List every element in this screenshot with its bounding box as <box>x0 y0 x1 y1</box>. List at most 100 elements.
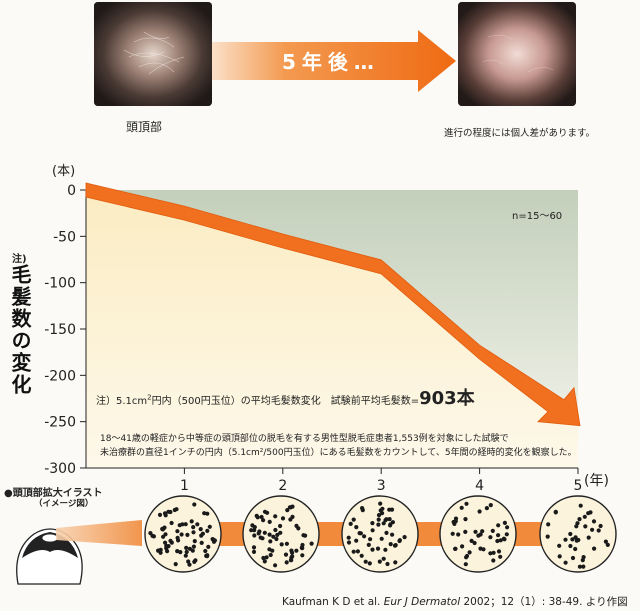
y-unit-label: (本) <box>52 164 76 179</box>
hair-dot <box>488 503 493 508</box>
hair-dot <box>166 544 171 549</box>
hair-dot <box>478 546 483 551</box>
scalp-magnified-circle <box>539 495 617 573</box>
n-label: n=15〜60 <box>512 211 563 222</box>
hair-dot <box>191 525 196 530</box>
hair-dot <box>355 549 360 554</box>
hair-dot <box>168 509 173 515</box>
hair-dot <box>598 523 603 529</box>
arrow-text: 5年後… <box>282 50 380 74</box>
above-line-area <box>86 190 578 422</box>
y-tick-label: -150 <box>44 322 76 338</box>
hair-dot <box>545 534 550 539</box>
hair-dot <box>378 501 383 506</box>
hair-count-chart: 0 -50 -100 -150 -200 -250 -300 1 2 3 4 5 <box>44 182 582 490</box>
hair-dot <box>360 508 365 513</box>
hair-dot <box>163 540 168 545</box>
y-tick-label: -50 <box>53 229 76 245</box>
hair-dot <box>583 524 588 529</box>
hair-dot <box>184 545 189 550</box>
hair-dot <box>273 514 278 519</box>
hair-dot <box>251 549 257 554</box>
hair-dot <box>278 530 283 535</box>
hair-dot <box>385 561 390 567</box>
x-tick-label: 1 <box>180 478 189 490</box>
hair-dot <box>580 558 585 563</box>
hair-dot <box>192 539 197 544</box>
hair-dot <box>271 534 276 539</box>
hair-dot <box>498 538 503 543</box>
hair-dot <box>568 531 573 537</box>
hair-dot <box>273 563 278 568</box>
hair-dot <box>491 558 496 563</box>
hair-dot <box>570 555 576 561</box>
citation: Kaufman K D et al. Eur J Dermatol 2002；1… <box>282 596 628 608</box>
hair-dot <box>265 510 270 515</box>
hair-dot <box>172 507 177 513</box>
hair-dot <box>169 520 174 526</box>
hair-dot <box>294 548 299 553</box>
hair-dot <box>252 525 257 530</box>
scalp-magnified-circle <box>341 495 419 573</box>
hair-dot <box>568 543 573 549</box>
hair-dot <box>463 529 468 534</box>
hair-dot <box>187 562 192 567</box>
hair-dot <box>183 553 188 558</box>
hair-dot <box>362 534 367 539</box>
connector <box>315 522 346 546</box>
hair-dot <box>379 536 384 541</box>
hair-dot <box>354 538 359 543</box>
hair-dot <box>577 564 583 569</box>
hair-dot <box>257 529 262 534</box>
hair-dot <box>463 517 468 522</box>
hair-dot <box>573 546 578 552</box>
hair-dot <box>206 544 211 549</box>
connector <box>217 522 247 546</box>
hair-dot <box>377 559 382 564</box>
study-description: 18〜41歳の軽症から中等症の頭頂部位の脱毛を有する男性型脱毛症患者1,553例… <box>100 434 577 458</box>
hair-dot <box>273 527 278 533</box>
hair-dot <box>346 535 351 540</box>
hair-dot <box>582 514 587 519</box>
hair-dot <box>496 533 501 538</box>
hair-dot <box>268 552 273 558</box>
hair-dot <box>199 540 204 545</box>
hair-dot <box>469 538 474 543</box>
hair-dot <box>370 528 375 533</box>
hair-dot <box>255 515 260 520</box>
hair-dot <box>402 535 407 540</box>
hair-dot <box>575 521 580 526</box>
connector <box>512 522 544 546</box>
hair-dot <box>388 542 393 547</box>
hair-dot <box>376 513 382 518</box>
hair-dot <box>261 518 266 523</box>
hair-dot <box>463 562 468 567</box>
hair-dot <box>477 509 482 514</box>
hair-dot <box>205 511 210 516</box>
hair-dot <box>504 532 509 537</box>
hair-dot <box>376 522 381 527</box>
side-label: 毛髪数の変化 <box>8 264 32 396</box>
data-point <box>85 189 87 191</box>
hair-dot <box>397 538 402 544</box>
hair-dot <box>488 535 493 540</box>
hair-dot <box>290 550 295 555</box>
hair-dot <box>300 546 305 551</box>
hair-dot <box>592 546 597 551</box>
hair-dot <box>251 545 257 550</box>
hair-dot <box>498 554 503 559</box>
baseline-count: 903本 <box>419 388 475 409</box>
hair-dot <box>173 562 178 567</box>
five-years-arrow <box>212 30 456 92</box>
hair-dot <box>351 549 356 554</box>
hair-dot <box>289 558 294 563</box>
y-tick-label: -300 <box>44 461 76 477</box>
hair-dot <box>296 526 301 531</box>
y-tick-label: -250 <box>44 415 76 431</box>
hair-dot <box>387 507 392 512</box>
hair-dot <box>591 519 597 524</box>
hair-dot <box>175 529 180 534</box>
hair-dot <box>191 530 196 535</box>
illustration-title: ●頭頂部拡大イラスト <box>4 488 103 499</box>
hair-dot <box>262 530 267 535</box>
